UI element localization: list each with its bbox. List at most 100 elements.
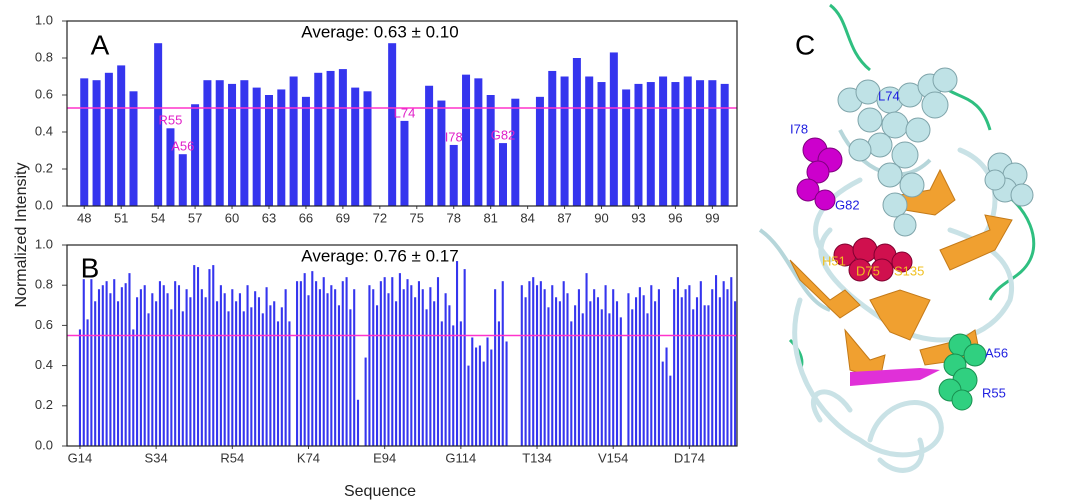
bar (224, 293, 226, 446)
bar (437, 101, 445, 206)
x-tick-label: 51 (114, 210, 128, 225)
bar (662, 362, 664, 446)
bar (448, 305, 450, 446)
bar (269, 305, 271, 446)
bar (163, 285, 165, 446)
bar (159, 281, 161, 446)
bar (330, 285, 332, 446)
bar (494, 289, 496, 446)
x-tick-label: 60 (225, 210, 239, 225)
bar (521, 285, 523, 446)
bar (220, 285, 222, 446)
bar (94, 301, 96, 446)
bar (498, 321, 500, 446)
bar (155, 301, 157, 446)
bar (319, 289, 321, 446)
bar (277, 321, 279, 446)
x-tick-label: S34 (145, 450, 168, 465)
bar (700, 281, 702, 446)
bar (93, 80, 101, 206)
bar (365, 358, 367, 446)
bar (547, 307, 549, 446)
bar (559, 301, 561, 446)
bar (483, 362, 485, 446)
bar (79, 329, 81, 446)
bar (634, 84, 642, 206)
bar (193, 265, 195, 446)
bar (83, 279, 85, 446)
bar (384, 277, 386, 446)
y-tick-label: 0.8 (35, 49, 53, 64)
bar (136, 297, 138, 446)
annotation: A56 (171, 139, 194, 154)
bar (216, 301, 218, 446)
bar (296, 281, 298, 446)
bar (121, 287, 123, 446)
residue-label: I78 (790, 121, 808, 136)
bar (711, 289, 713, 446)
x-tick-label: 75 (410, 210, 424, 225)
bar (102, 285, 104, 446)
x-tick-label: G114 (445, 450, 476, 465)
residue-label: L74 (878, 88, 900, 103)
bar (673, 289, 675, 446)
bar (658, 289, 660, 446)
bar (677, 277, 679, 446)
bar (406, 279, 408, 446)
bar (253, 88, 261, 206)
bar (681, 297, 683, 446)
residue-label: D75 (856, 263, 880, 278)
bar (696, 297, 698, 446)
bar (631, 309, 633, 446)
bar (532, 277, 534, 446)
x-tick-label: T134 (522, 450, 552, 465)
bar (593, 289, 595, 446)
bar (601, 309, 603, 446)
residue-label: A56 (985, 345, 1008, 360)
bar (351, 88, 359, 206)
annotation: L74 (394, 105, 416, 120)
bar (376, 305, 378, 446)
bar (334, 289, 336, 446)
bar (128, 273, 130, 446)
panel-letter: C (795, 29, 815, 60)
bar (708, 80, 716, 206)
bar (467, 366, 469, 446)
bar (201, 289, 203, 446)
bar (262, 313, 264, 446)
bar (425, 86, 433, 206)
bar (688, 285, 690, 446)
x-tick-label: 63 (262, 210, 276, 225)
bar (511, 99, 519, 206)
bar (643, 295, 645, 446)
x-tick-label: K74 (297, 450, 320, 465)
bar (548, 71, 556, 206)
bar (654, 301, 656, 446)
bar (179, 154, 187, 206)
bar (300, 281, 302, 446)
bar (391, 277, 393, 446)
bar (574, 305, 576, 446)
bar (288, 321, 290, 446)
bar (240, 80, 248, 206)
bar (117, 65, 125, 206)
bar (182, 311, 184, 446)
bar (388, 43, 396, 206)
bar (410, 285, 412, 446)
bar (311, 271, 313, 446)
bar (315, 281, 317, 446)
bar (302, 97, 310, 206)
bar (479, 346, 481, 447)
bar (721, 84, 729, 206)
y-tick-label: 0.2 (35, 160, 53, 175)
bar (400, 121, 408, 206)
bar (216, 80, 224, 206)
bar (597, 297, 599, 446)
bar (650, 285, 652, 446)
y-tick-label: 1.0 (35, 236, 53, 251)
bar (659, 77, 667, 207)
bar (647, 82, 655, 206)
bar (544, 289, 546, 446)
bar (105, 73, 113, 206)
x-tick-label: 72 (373, 210, 387, 225)
